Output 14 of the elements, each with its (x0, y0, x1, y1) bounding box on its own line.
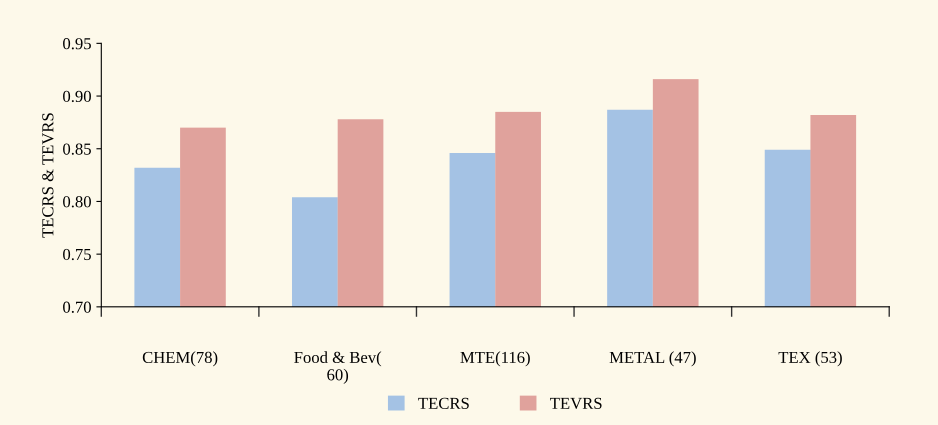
y-tick-label: 0.70 (63, 302, 91, 313)
y-tick-label: 0.85 (63, 143, 91, 155)
legend-label: TECRS (418, 398, 469, 409)
y-tick-label: 0.95 (63, 38, 91, 50)
y-axis-title: TECRS & TEVRS (42, 113, 54, 238)
y-tick-label: 0.90 (63, 90, 91, 102)
y-tick-label: 0.75 (63, 248, 91, 260)
x-tick-label: Food & Bev( 60) (294, 351, 382, 384)
x-tick-label: TEX (53) (778, 351, 842, 366)
x-tick-label: CHEM(78) (142, 351, 218, 366)
y-tick-label: 0.80 (63, 196, 91, 208)
legend-label: TEVRS (550, 398, 602, 410)
x-tick-label: METAL (47) (610, 351, 696, 366)
x-tick-label: MTE(116) (460, 351, 530, 366)
